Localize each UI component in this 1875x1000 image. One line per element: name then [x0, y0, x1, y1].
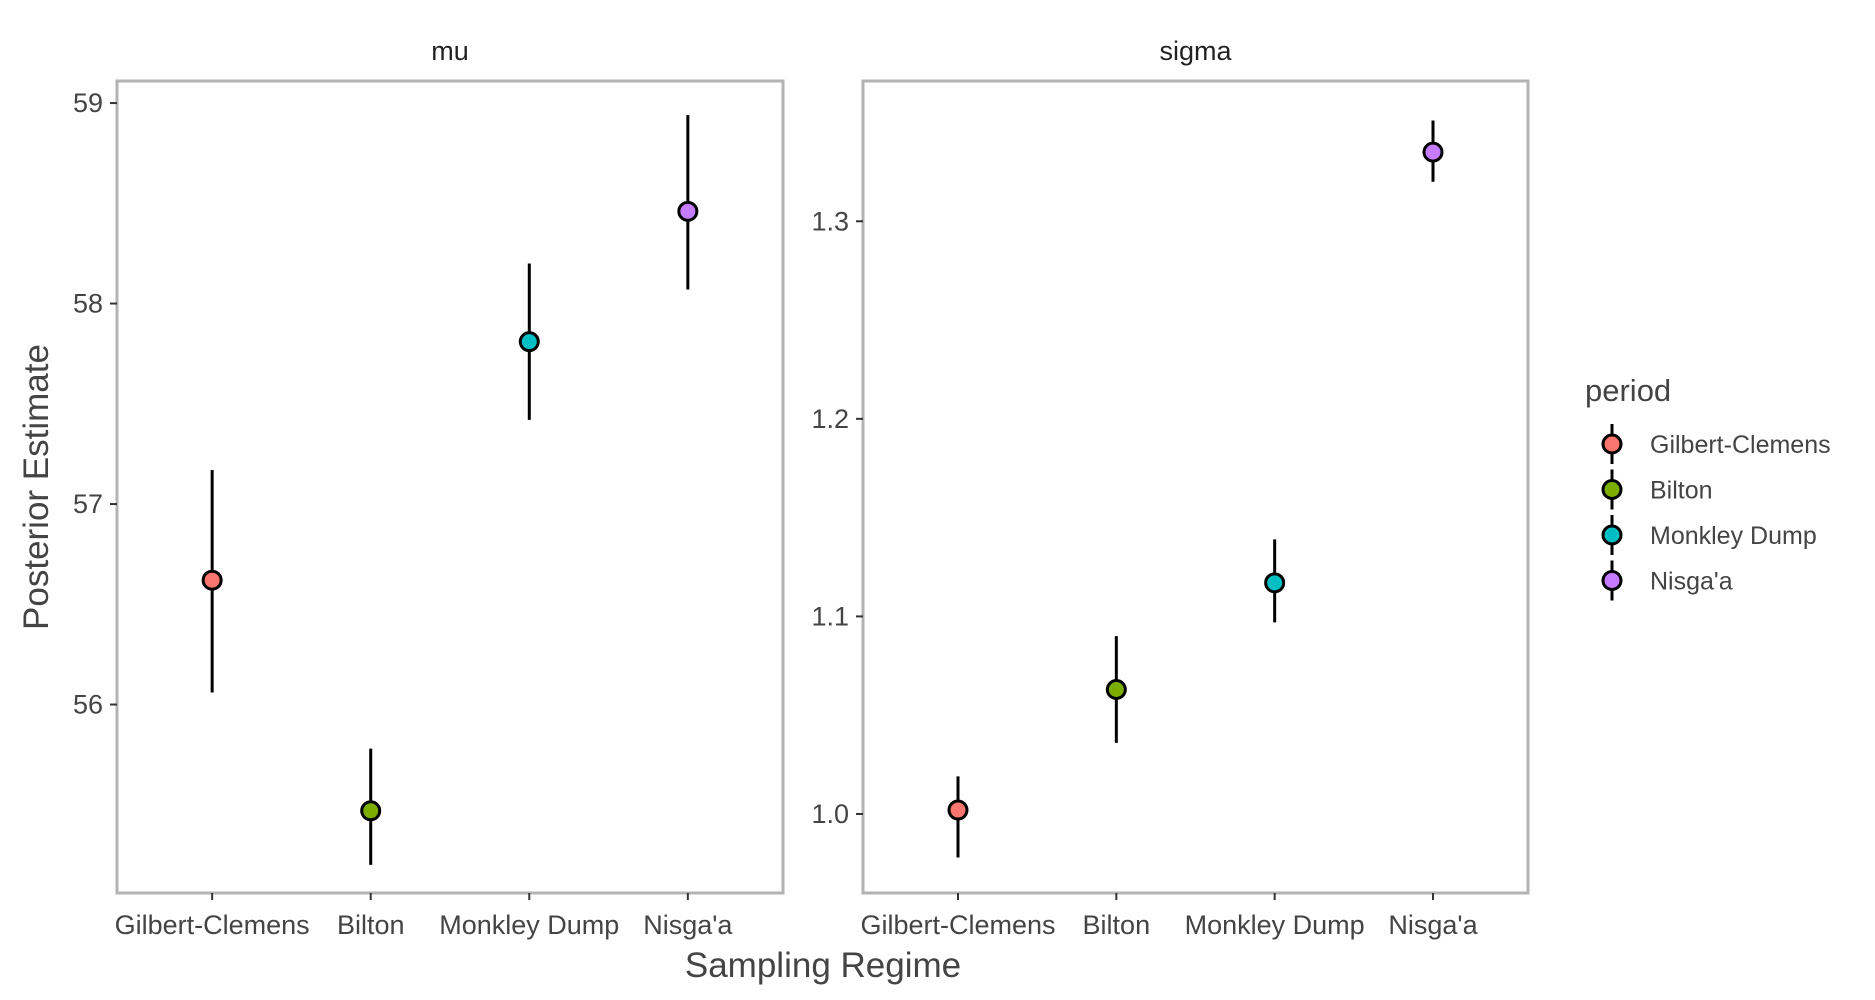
x-axis-title: Sampling Regime [685, 946, 961, 985]
legend-title: period [1585, 373, 1671, 408]
panel-sigma: sigma 1.0 1.1 1.2 1.3 Gilbert-Clemens Bilton Mo… [811, 36, 1530, 940]
legend-label: Gilbert-Clemens [1650, 431, 1831, 459]
y-tick-label: 1.3 [811, 206, 849, 236]
panel-border [861, 79, 1530, 895]
x-tick-label: Gilbert-Clemens [115, 910, 310, 940]
legend-item-monkley-dump: Monkley Dump [1601, 515, 1817, 555]
point-monkley-dump [518, 331, 540, 353]
point-monkley-dump [1264, 572, 1286, 594]
legend-item-nisga-a: Nisga'a [1601, 560, 1733, 601]
legend-key-point [1601, 479, 1623, 500]
point-bilton [360, 800, 382, 822]
x-tick-label: Gilbert-Clemens [860, 910, 1055, 940]
y-tick-label: 1.0 [811, 799, 849, 829]
x-tick-label: Nisga'a [1388, 910, 1478, 940]
point-bilton [1105, 679, 1127, 701]
point-gilbert-clemens [201, 569, 223, 591]
panel-border [115, 79, 785, 895]
legend-items: Gilbert-Clemens Bilton Monkley Dump Nisga'a [1601, 424, 1831, 601]
legend-item-bilton: Bilton [1601, 469, 1713, 510]
y-tick-label: 1.2 [811, 404, 849, 434]
panel-mu: mu 56 57 58 59 Gilbert-Clemens Bilton Monkley D… [73, 36, 785, 940]
panel-title: mu [431, 36, 469, 66]
y-tick-label: 59 [73, 88, 103, 118]
x-tick-label: Nisga'a [643, 910, 733, 940]
point-nisga-a [1422, 141, 1444, 163]
legend-label: Monkley Dump [1650, 522, 1817, 550]
y-tick-label: 56 [73, 690, 103, 720]
legend-key-point [1601, 524, 1623, 546]
legend-item-gilbert-clemens: Gilbert-Clemens [1601, 424, 1831, 464]
y-tick-label: 58 [73, 289, 103, 319]
point-gilbert-clemens [947, 799, 969, 821]
legend-key-point [1601, 570, 1623, 591]
x-tick-label: Monkley Dump [1185, 910, 1365, 940]
x-tick-label: Bilton [337, 910, 405, 940]
legend-label: Bilton [1650, 477, 1713, 505]
y-tick-label: 1.1 [811, 601, 849, 631]
legend-label: Nisga'a [1650, 568, 1733, 596]
legend: period Gilbert-Clemens Bilton Monkley Dump… [1585, 373, 1831, 601]
panel-title: sigma [1159, 36, 1232, 66]
point-nisga-a [677, 200, 699, 222]
x-tick-label: Monkley Dump [439, 910, 619, 940]
x-tick-label: Bilton [1083, 910, 1151, 940]
legend-key-point [1601, 433, 1623, 455]
y-tick-label: 57 [73, 489, 103, 519]
y-axis-title: Posterior Estimate [17, 344, 56, 630]
panels: mu 56 57 58 59 Gilbert-Clemens Bilton Monkley D… [73, 36, 1530, 940]
